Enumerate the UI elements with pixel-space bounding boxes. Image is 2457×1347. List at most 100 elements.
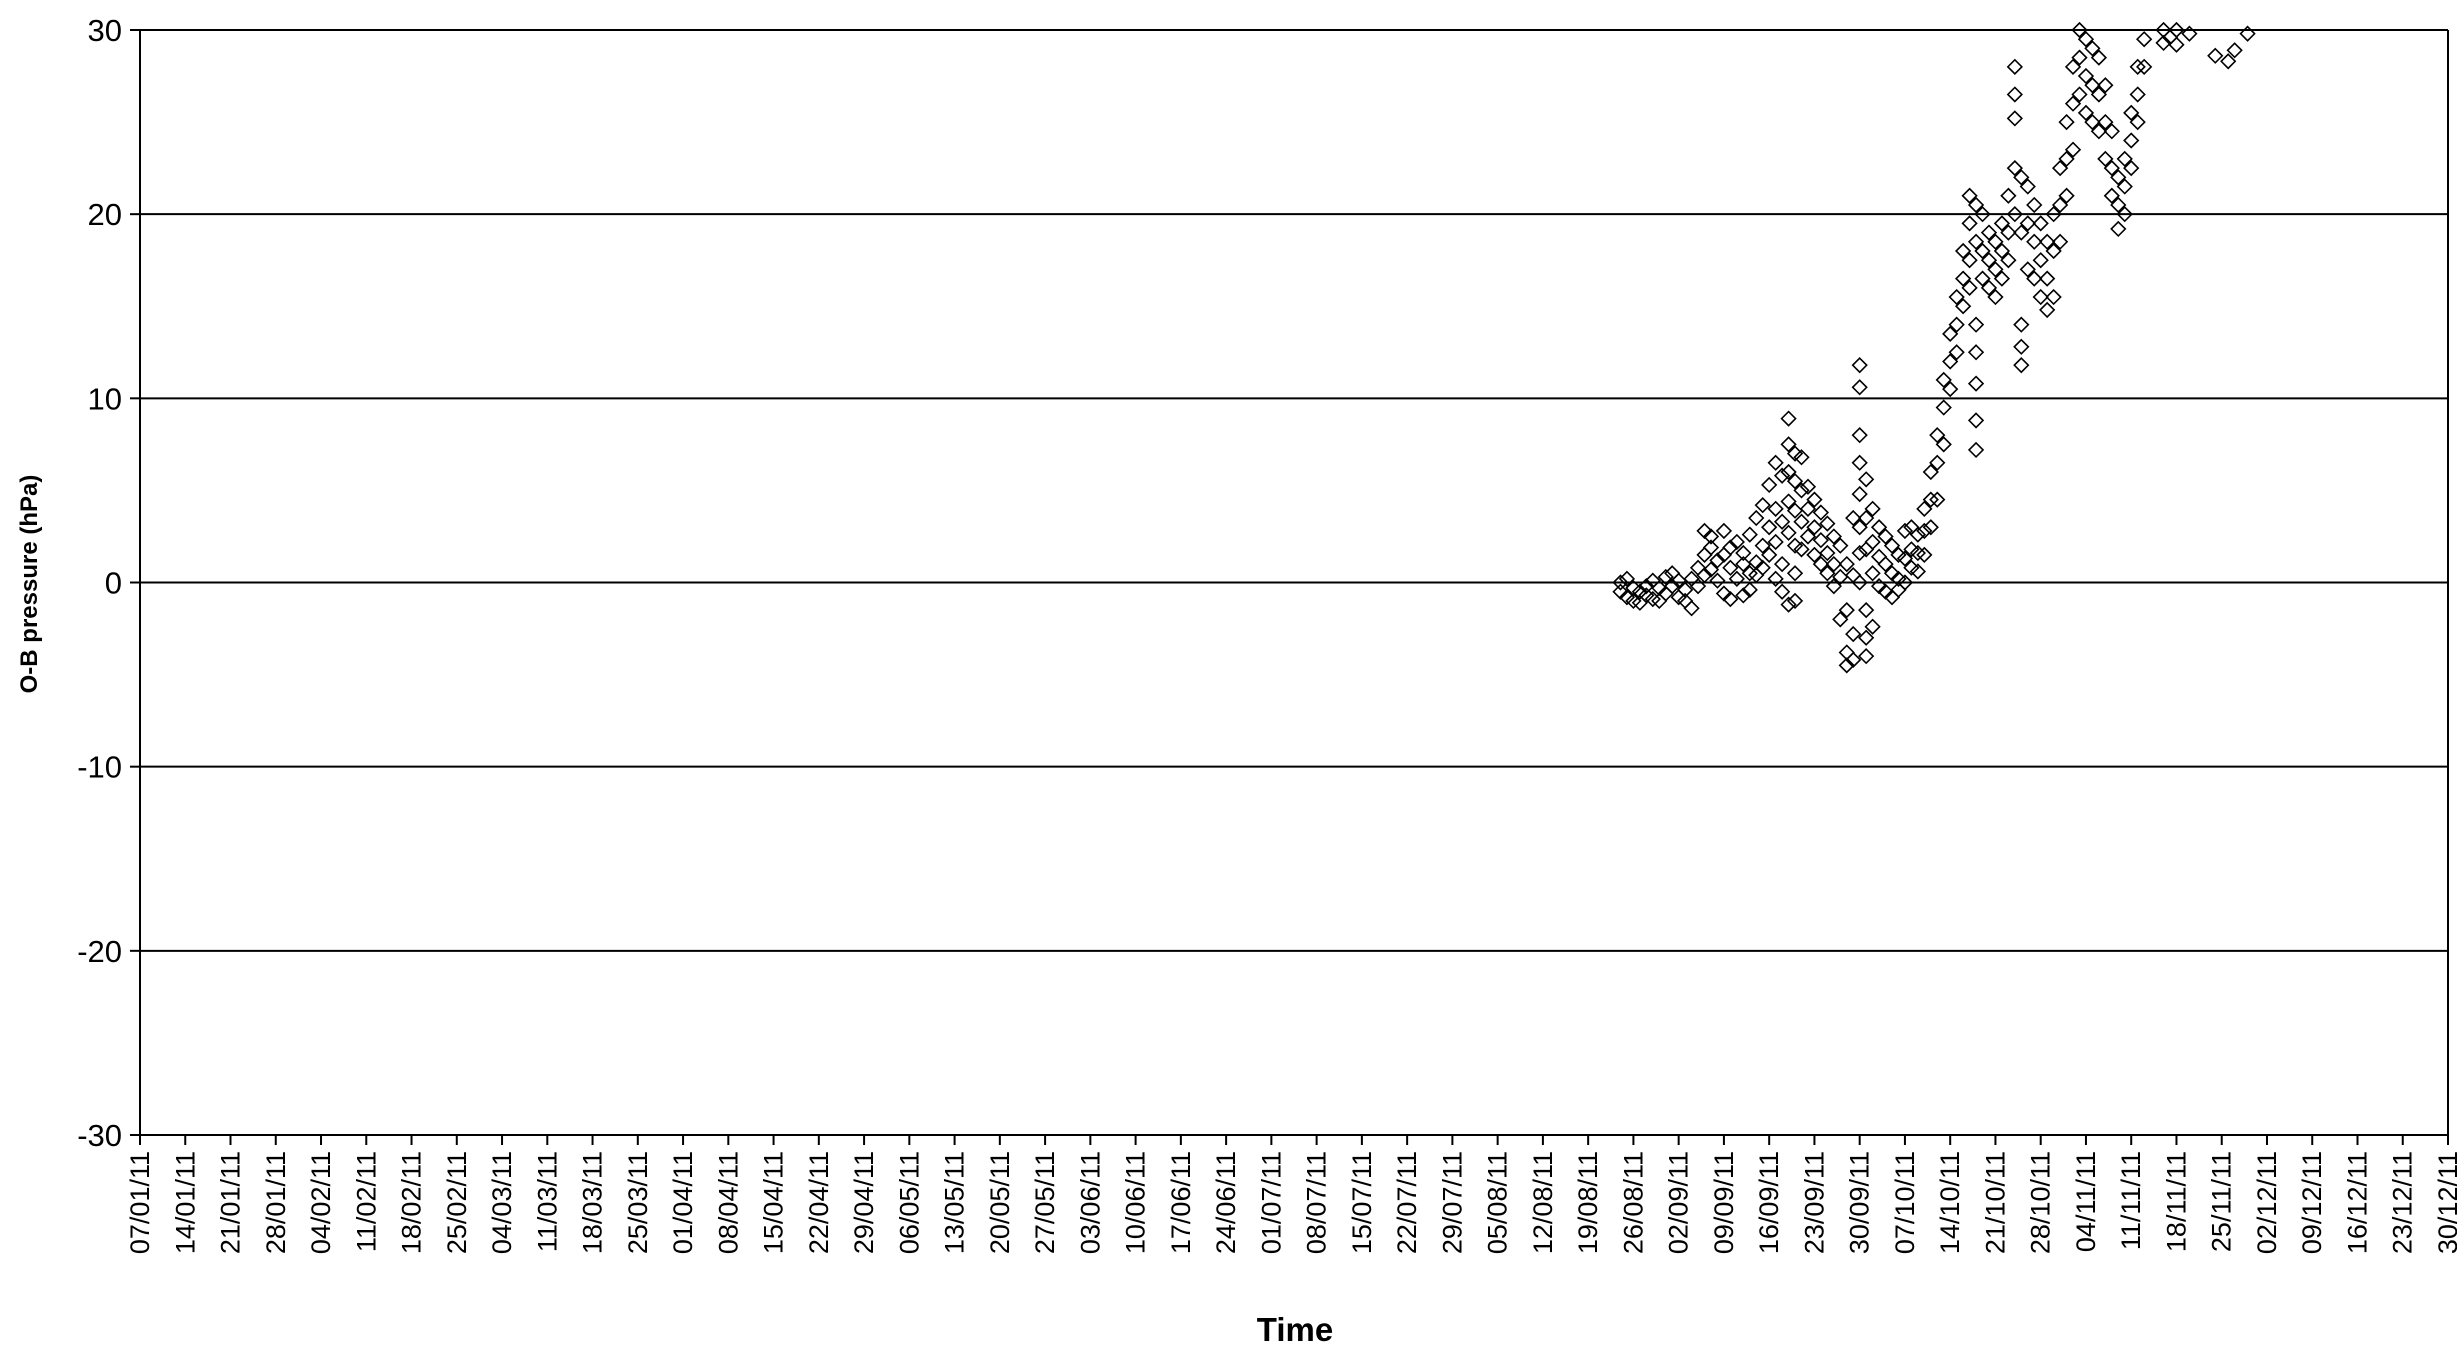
- data-point: [2013, 224, 2030, 241]
- data-point: [2013, 338, 2030, 355]
- x-tick-label: 26/08/11: [1618, 1151, 1648, 1254]
- data-point: [1780, 596, 1797, 613]
- data-point: [1773, 583, 1791, 600]
- data-point: [2103, 159, 2120, 177]
- data-point: [1922, 463, 1939, 481]
- data-point: [1754, 537, 1771, 554]
- data-point: [2013, 169, 2030, 186]
- x-tick-label: 08/07/11: [1302, 1151, 1332, 1254]
- data-point: [1993, 242, 2011, 260]
- data-point: [2155, 34, 2172, 52]
- data-point: [1922, 491, 1939, 508]
- data-point: [1954, 242, 1972, 260]
- x-axis-title: Time: [1257, 1311, 1333, 1347]
- data-point: [2058, 150, 2075, 168]
- x-tick-label: 28/01/11: [261, 1151, 291, 1254]
- data-point: [1735, 544, 1752, 562]
- data-point: [2207, 47, 2224, 64]
- data-point: [1786, 473, 1804, 490]
- data-point: [1799, 528, 1817, 545]
- data-point: [1864, 565, 1881, 582]
- data-point: [2129, 86, 2146, 103]
- x-tick-label: 11/11/11: [2116, 1151, 2146, 1250]
- data-point: [2032, 215, 2049, 232]
- data-points: [1612, 21, 2256, 674]
- data-point: [1948, 288, 1965, 306]
- data-point: [1754, 497, 1771, 514]
- data-point: [1851, 379, 1868, 396]
- data-point: [1786, 565, 1804, 582]
- data-point: [1967, 233, 1985, 250]
- data-point: [2097, 77, 2114, 94]
- data-point: [1728, 570, 1745, 587]
- data-point: [2077, 67, 2095, 85]
- data-point: [2058, 187, 2075, 204]
- data-point: [2032, 252, 2049, 269]
- data-point: [2019, 261, 2036, 278]
- data-point: [2084, 77, 2101, 94]
- data-point: [1761, 519, 1778, 536]
- data-point: [1961, 215, 1978, 232]
- data-point: [2045, 288, 2062, 306]
- x-tick-label: 23/09/11: [1799, 1151, 1829, 1254]
- data-point: [1948, 316, 1965, 333]
- data-point: [1793, 449, 1810, 466]
- x-tick-label: 22/04/11: [804, 1151, 834, 1254]
- data-point: [2071, 21, 2088, 39]
- data-point: [1993, 270, 2011, 287]
- x-tick-label: 18/02/11: [397, 1151, 427, 1254]
- data-point: [2006, 159, 2023, 177]
- data-point: [1948, 344, 1965, 361]
- data-point: [1689, 578, 1707, 595]
- data-point: [1709, 572, 1726, 589]
- data-point: [1851, 519, 1868, 536]
- data-point: [1761, 546, 1778, 564]
- data-point: [1799, 500, 1817, 517]
- data-point: [1780, 493, 1797, 510]
- data-point: [1799, 478, 1817, 495]
- x-tick-label: 29/07/11: [1437, 1151, 1467, 1254]
- data-point: [2032, 288, 2049, 306]
- data-point: [2058, 113, 2075, 131]
- data-point: [2071, 86, 2088, 103]
- data-point: [1896, 574, 1914, 591]
- data-point: [1935, 399, 1952, 416]
- x-tick-label: 28/10/11: [2026, 1151, 2056, 1254]
- data-point: [1864, 533, 1881, 551]
- data-point: [1916, 500, 1933, 517]
- data-point: [1832, 568, 1849, 586]
- data-point: [2090, 86, 2108, 103]
- data-point: [1819, 565, 1836, 582]
- data-point: [1735, 587, 1752, 604]
- data-point: [1987, 288, 2004, 306]
- data-point: [1877, 528, 1894, 545]
- data-point: [1993, 215, 2011, 232]
- data-point: [1728, 533, 1745, 551]
- data-point: [1864, 618, 1881, 635]
- data-point: [1967, 344, 1985, 361]
- x-tick-label: 06/05/11: [894, 1151, 924, 1254]
- data-point: [2226, 42, 2243, 59]
- data-point: [2039, 270, 2056, 287]
- x-tick-label: 29/04/11: [849, 1151, 879, 1254]
- data-point: [1696, 567, 1713, 584]
- data-point: [1974, 206, 1991, 223]
- x-tick-label: 15/07/11: [1347, 1151, 1377, 1254]
- data-point: [1877, 555, 1894, 573]
- data-point: [1858, 629, 1875, 646]
- y-tick-label: -30: [77, 1118, 122, 1153]
- data-point: [1735, 555, 1752, 573]
- x-tick-label: 02/09/11: [1664, 1151, 1694, 1254]
- x-tick-label: 04/11/11: [2071, 1151, 2101, 1252]
- x-tick-label: 07/10/11: [1890, 1151, 1920, 1254]
- data-point: [1748, 509, 1765, 527]
- data-point: [1851, 454, 1868, 471]
- x-tick-label: 25/03/11: [623, 1151, 653, 1254]
- data-point: [1916, 546, 1933, 564]
- data-point: [1780, 436, 1797, 453]
- x-tick-label: 21/10/11: [1980, 1151, 2010, 1254]
- data-point: [1754, 559, 1771, 576]
- data-point: [1851, 574, 1868, 591]
- x-tick-label: 22/07/11: [1392, 1151, 1422, 1254]
